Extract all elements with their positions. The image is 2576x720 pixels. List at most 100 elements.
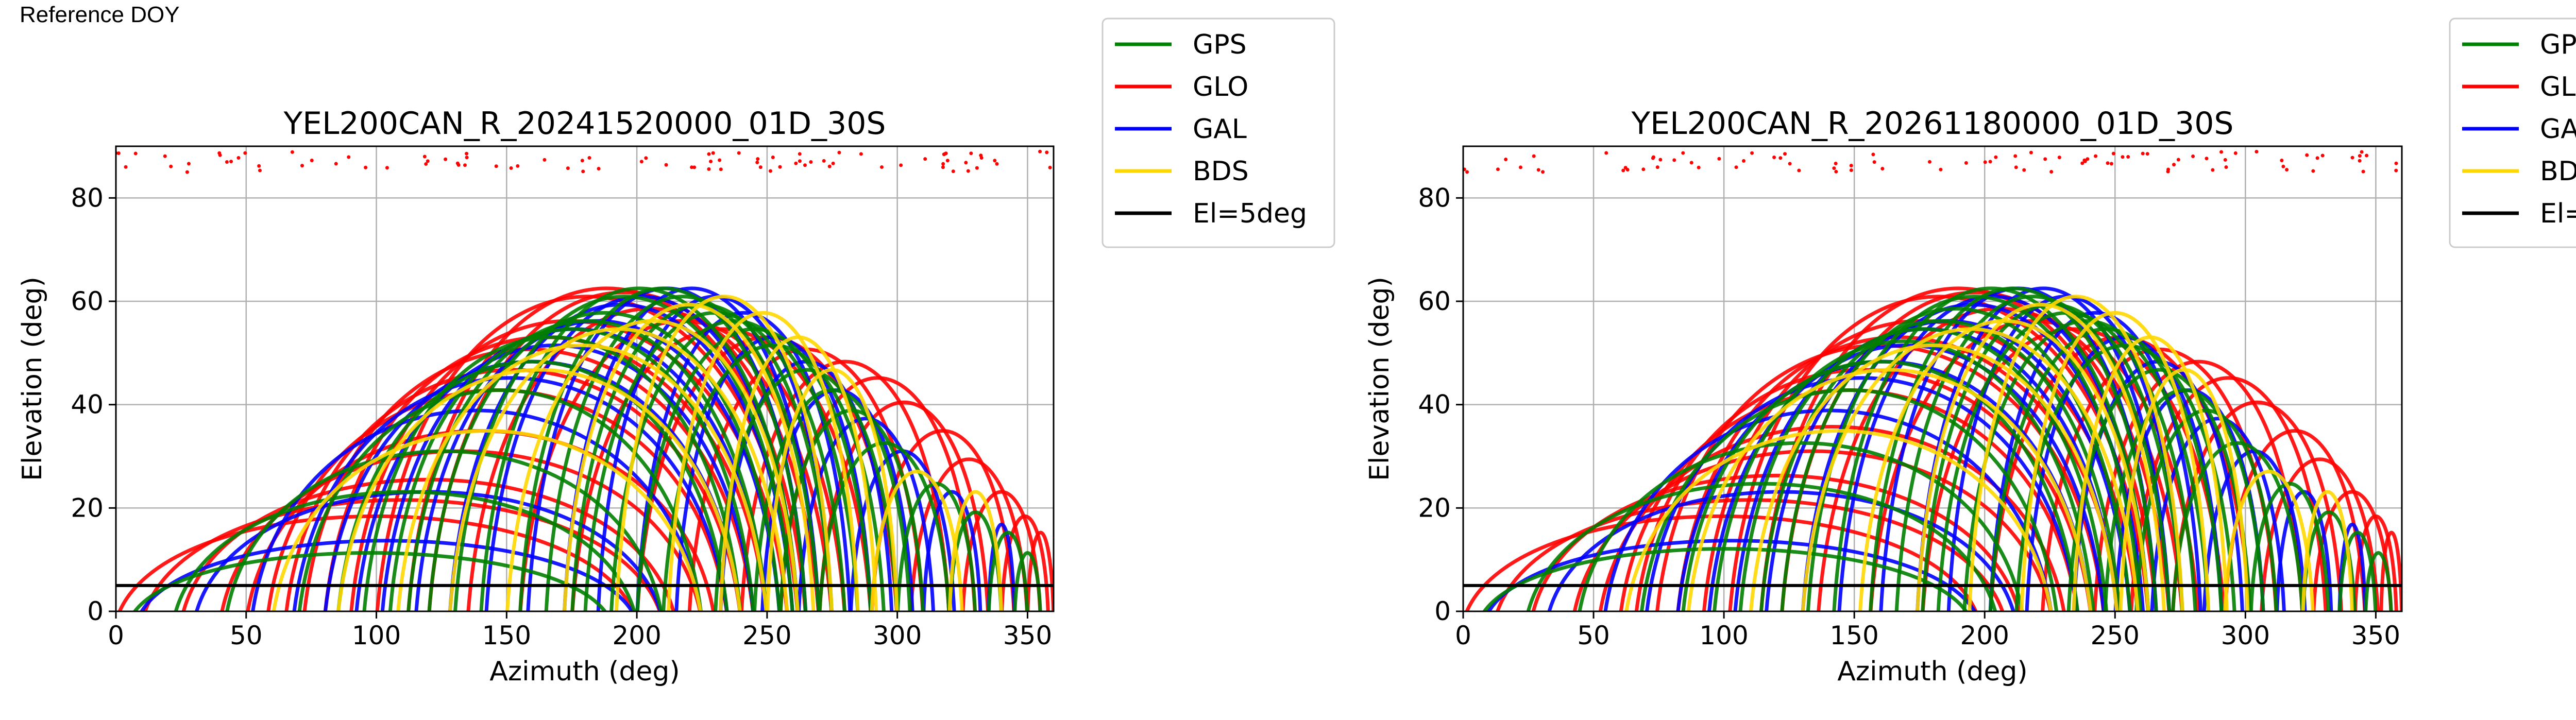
gps-arc [1013,551,1042,611]
glo-point [1625,167,1630,172]
glo-point [2141,151,2145,156]
x-axis-label: Azimuth (deg) [489,656,680,687]
glo-point [2365,153,2369,158]
glo-point [1717,157,1721,161]
glo-point [942,152,946,157]
glo-point [1048,165,1052,169]
glo-point [2211,168,2215,172]
bds-arc [1749,344,2119,611]
glo-arc [2379,530,2402,611]
glo-point [1788,162,1792,166]
glo-point [1834,169,1838,174]
y-tick-label: 40 [1418,390,1451,420]
x-tick-label: 50 [230,621,263,650]
glo-point [707,152,711,156]
glo-point [581,169,585,174]
bds-arc [563,303,816,611]
glo-point [778,165,782,169]
glo-point [2109,162,2113,166]
x-tick-label: 100 [352,621,401,650]
glo-point [879,165,884,169]
glo-point [831,161,835,165]
glo-high-elevation-dots [1463,150,2398,174]
plot-area [1463,150,2402,611]
bds-arc [719,335,878,611]
glo-point [424,162,428,166]
x-tick-label: 250 [742,621,791,650]
glo-point [2205,157,2209,161]
glo-point [163,154,167,158]
glo-point [2223,158,2227,162]
glo-point [899,163,903,167]
glo-point [1604,151,1608,155]
bds-arc [396,344,768,611]
glo-point [2394,168,2398,173]
glo-point [364,165,368,169]
y-tick-label: 80 [71,183,104,213]
glo-point [859,152,863,156]
glo-point [463,163,467,167]
legend-label: GAL [2540,114,2576,145]
y-tick-label: 40 [71,390,104,420]
glo-point [837,150,841,155]
glo-point [690,165,694,169]
glo-point [1772,155,1776,159]
glo-point [258,168,262,173]
glo-point [2022,168,2026,172]
chart-title: YEL200CAN_R_20261180000_01D_30S [1631,106,2234,142]
glo-point [975,166,979,170]
glo-point [1689,161,1693,165]
glo-point [385,166,389,170]
glo-arc [1000,515,1050,611]
x-tick-label: 300 [2221,621,2270,650]
glo-point [2043,157,2047,161]
glo-point [1988,160,1992,164]
glo-point [422,155,427,159]
glo-point [719,167,723,172]
y-axis-label: Elevation (deg) [17,277,48,481]
glo-point [969,151,973,156]
glo-point [543,158,547,162]
legend-label: El=5deg [2540,198,2576,229]
glo-point [758,165,762,169]
x-tick-label: 0 [1455,621,1471,650]
glo-arc [1635,368,2092,611]
glo-point [300,164,304,168]
y-tick-label: 60 [71,286,104,316]
y-tick-label: 20 [1418,493,1451,523]
glo-point [2086,157,2090,161]
glo-point [771,156,775,160]
glo-high-elevation-dots [116,149,1052,174]
glo-arc [2353,515,2398,611]
glo-point [993,159,997,163]
gps-arc [1738,327,2108,611]
legend-label: GLO [2540,72,2576,102]
glo-arc [284,368,742,611]
gps-arc [336,359,729,611]
legend-box [1101,18,1335,248]
bds-arc [667,311,860,611]
glo-point [2224,165,2228,169]
glo-point [310,159,314,163]
gps-arc [2364,551,2393,611]
glo-point [2361,169,2365,174]
gps-arc [2103,388,2265,611]
chart-panel-right: 0 50 100 150 200 250 300 350 0 20 40 60 80 YEL200CAN_… [1364,18,2576,687]
glo-point [1964,161,1968,165]
legend-label: GLO [1193,72,1248,102]
glo-point [1834,161,1838,165]
glo-point [1797,168,1801,173]
glo-point [1832,166,1836,170]
gal-arc [2150,417,2286,611]
glo-arc [570,327,873,611]
gps-arc [297,388,703,611]
glo-point [798,152,802,156]
glo-point [827,164,832,168]
glo-arc [1921,327,2226,611]
glo-point [229,160,233,164]
glo-point [1939,167,1943,172]
glo-point [1872,160,1876,164]
chart-panel-left: 0 50 100 150 200 250 300 350 0 20 40 60 80 YEL200CAN_… [17,18,1335,687]
bds-arc [2301,490,2354,611]
